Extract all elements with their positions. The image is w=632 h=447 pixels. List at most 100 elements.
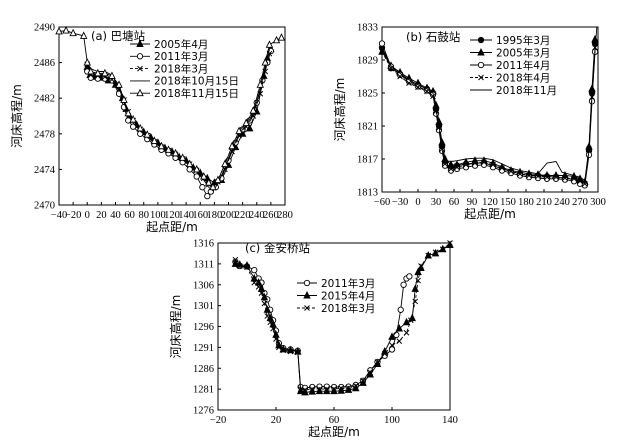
data-point: [261, 58, 269, 66]
data-point: [407, 317, 414, 324]
data-point: [517, 170, 523, 177]
data-point: [69, 28, 77, 37]
x-tick-label: 100: [150, 210, 166, 221]
legend-label: 2011年3月: [154, 50, 208, 63]
x-axis-label: 起点距/m: [146, 220, 198, 234]
data-point: [249, 106, 257, 114]
data-point: [388, 65, 394, 72]
y-tick-label: 1311: [193, 259, 214, 270]
data-point: [164, 145, 173, 153]
series-5: [381, 26, 598, 182]
data-point: [94, 75, 101, 82]
data-point: [581, 180, 588, 187]
x-tick-label: 140: [442, 415, 458, 426]
data-point: [143, 130, 152, 138]
x-tick-label: 60: [124, 210, 135, 221]
data-point: [185, 159, 194, 168]
data-point: [447, 160, 455, 168]
data-point: [525, 173, 533, 181]
legend-swatch-marker: [303, 279, 311, 287]
data-point: [302, 387, 308, 393]
data-point: [439, 146, 445, 152]
y-tick-label: 2482: [34, 94, 55, 105]
y-tick-label: 2490: [34, 23, 55, 34]
legend-label: 2018年4月: [496, 71, 550, 84]
series-line: [381, 26, 598, 182]
data-point: [193, 173, 200, 180]
legend-swatch-marker: [477, 61, 485, 69]
chart-panel-3: −20 20 60 100 140 1276 1281 1286 1291 1296 1301 130…: [168, 239, 458, 440]
data-point: [273, 336, 279, 342]
data-point: [507, 169, 515, 177]
data-point: [481, 159, 487, 166]
data-point: [400, 281, 407, 288]
chart-panel-2: −60 −30 0 30 60 90 120 150 180 210 240 270 300 1813 18…: [332, 23, 606, 222]
data-point: [294, 349, 301, 356]
data-point: [280, 347, 287, 354]
data-point: [395, 324, 403, 332]
data-point: [120, 95, 128, 103]
data-point: [374, 359, 381, 365]
data-point: [242, 118, 250, 127]
data-point: [389, 342, 395, 349]
x-tick-label: 150: [500, 197, 516, 208]
y-tick-label: 1296: [193, 322, 214, 333]
data-point: [442, 161, 448, 167]
data-point: [157, 141, 166, 150]
data-point: [331, 386, 337, 392]
data-point: [192, 164, 201, 173]
data-point: [396, 338, 403, 344]
legend-label: 2018年3月: [321, 302, 375, 315]
data-point: [265, 40, 274, 48]
data-point: [553, 174, 559, 181]
data-point: [402, 317, 411, 326]
data-point: [228, 141, 236, 150]
data-point: [544, 174, 550, 181]
data-point: [178, 153, 187, 161]
series-3: [378, 40, 599, 189]
data-point: [255, 283, 262, 290]
data-point: [432, 249, 439, 256]
legend-swatch-marker: [304, 305, 310, 311]
data-point: [430, 93, 436, 100]
panel-title: (a) 巴塘站: [91, 29, 146, 43]
x-tick-label: 40: [110, 210, 121, 221]
data-point: [287, 348, 294, 355]
x-tick-label: −40: [51, 210, 67, 221]
data-point: [309, 386, 316, 392]
data-point: [406, 273, 413, 280]
x-tick-label: 180: [518, 197, 534, 208]
series-3: [232, 240, 453, 393]
series-1: [378, 40, 599, 187]
data-point: [94, 68, 102, 77]
x-axis-label: 起点距/m: [308, 425, 360, 439]
data-point: [425, 252, 432, 259]
data-point: [261, 300, 268, 307]
data-point: [577, 178, 583, 185]
data-point: [397, 306, 404, 313]
data-point: [591, 34, 599, 43]
y-tick-label: 1833: [357, 23, 378, 34]
data-point: [448, 166, 454, 172]
series-5: [55, 26, 286, 191]
y-axis-label: 河床高程/m: [9, 84, 24, 148]
y-tick-label: 1316: [193, 239, 214, 250]
data-point: [62, 26, 70, 34]
legend-label: 2018年11月: [496, 84, 557, 97]
legend-label: 2018年10月15日: [154, 75, 239, 88]
legend-label: 1995年3月: [496, 34, 550, 47]
data-point: [245, 123, 254, 132]
y-tick-label: 1813: [357, 188, 378, 199]
data-point: [124, 108, 132, 117]
data-point: [251, 279, 258, 286]
legend-swatch-marker: [136, 88, 144, 97]
legend-swatch-marker: [136, 53, 144, 60]
x-tick-label: −30: [392, 197, 408, 208]
y-tick-label: 1301: [193, 301, 214, 312]
data-point: [412, 298, 419, 305]
data-point: [200, 172, 208, 180]
x-axis-label: 起点距/m: [464, 207, 516, 221]
data-point: [415, 277, 421, 284]
